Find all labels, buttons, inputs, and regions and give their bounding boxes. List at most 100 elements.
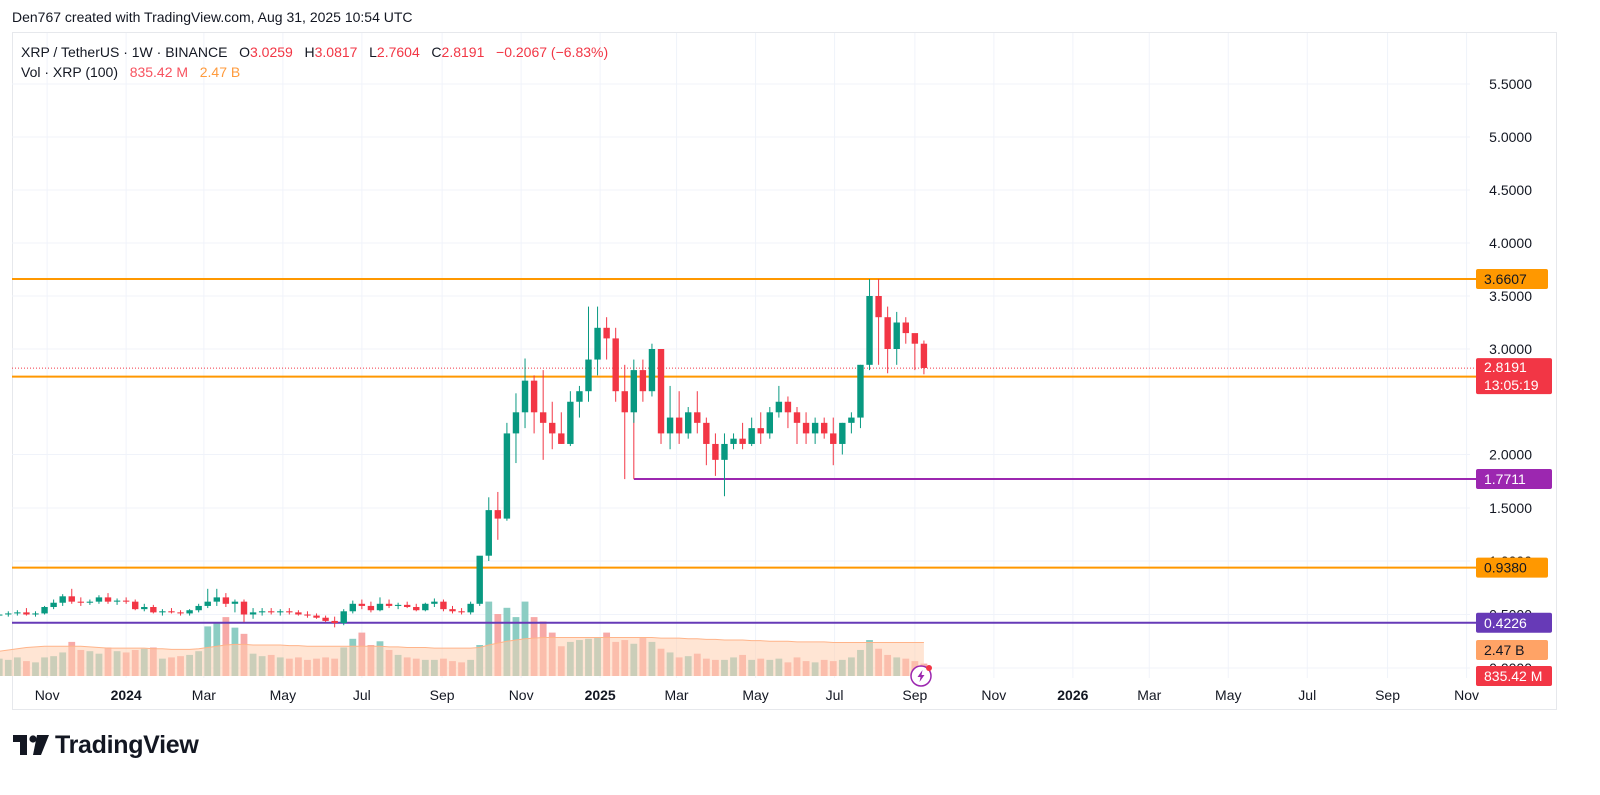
price-axis-tick-label: 3.5000: [1489, 288, 1532, 304]
volume-bar: [485, 601, 493, 676]
candle-body: [231, 601, 239, 604]
candle-body: [132, 601, 139, 610]
candle-body: [675, 417, 683, 434]
candle-body: [558, 433, 565, 444]
candle-body: [5, 613, 12, 615]
price-axis-tick-label: 1.5000: [1489, 500, 1532, 516]
candle-body: [340, 611, 347, 624]
candle-body: [884, 317, 891, 349]
level-badge-bg: [1476, 468, 1552, 489]
time-axis-tick-label: Mar: [1137, 687, 1161, 703]
candle-body: [567, 401, 574, 444]
candle-body: [295, 612, 302, 615]
volume-value: 835.42 M: [129, 64, 189, 80]
symbol-label[interactable]: XRP / TetherUS · 1W · BINANCE: [21, 44, 228, 60]
price-axis-tick-label: 4.5000: [1489, 182, 1532, 198]
volume-label[interactable]: Vol · XRP (100): [21, 64, 119, 80]
candle-body: [902, 322, 909, 334]
level-badge-text: 1.7711: [1484, 471, 1526, 487]
candle-body: [467, 603, 474, 613]
candle-body: [811, 422, 819, 434]
candle-body: [703, 422, 710, 444]
candle-body: [458, 611, 465, 613]
time-axis-tick-label: Sep: [430, 687, 455, 703]
level-badge-text: 0.4226: [1484, 615, 1527, 631]
price-badges: 3.66072.73871.77110.93800.42262.819113:0…: [1476, 268, 1552, 686]
candle-body: [820, 422, 828, 434]
candle-body: [748, 428, 755, 444]
time-axis-tick-label: Jul: [353, 687, 371, 703]
low-label: L: [369, 44, 377, 60]
candle-body: [403, 604, 411, 608]
candle-body: [639, 370, 647, 392]
time-axis-tick-label: 2025: [585, 687, 616, 703]
candle-body: [530, 380, 538, 413]
candle-body: [893, 322, 900, 349]
last-price-badge-text: 2.8191: [1484, 359, 1527, 375]
candle-body: [766, 412, 774, 434]
level-badge-text: 0.9380: [1484, 560, 1527, 576]
candle-body: [349, 603, 356, 612]
candle-body: [685, 412, 692, 434]
time-axis-tick-label: May: [1215, 687, 1241, 703]
volume-current-badge-text: 835.42 M: [1484, 668, 1542, 684]
time-axis-tick-label: Sep: [902, 687, 927, 703]
candle-body: [195, 605, 202, 611]
candle-body: [630, 370, 638, 413]
candle-body: [104, 597, 112, 602]
level-badge-bg: [1476, 268, 1548, 289]
time-axis-tick-label: 2024: [111, 687, 142, 703]
horizontal-levels: [12, 277, 1476, 624]
candle-body: [331, 620, 338, 624]
candle-body: [621, 391, 628, 413]
candle-body: [122, 600, 130, 602]
candle-body: [721, 443, 728, 460]
close-label: C: [431, 44, 442, 60]
price-chart[interactable]: 5.5000 5.0000 4.5000 4.0000 3.5000 3.0000 2.00…: [0, 0, 1600, 720]
price-axis[interactable]: 5.5000 5.0000 4.5000 4.0000 3.5000 3.0000 2.00…: [1489, 76, 1532, 676]
candle-body: [23, 612, 30, 615]
candle-body: [313, 615, 320, 618]
candle-body: [141, 607, 148, 610]
high-value: 3.0817: [314, 44, 358, 60]
candle-body: [0, 614, 3, 616]
candle-body: [422, 603, 429, 611]
candle-body: [41, 607, 48, 614]
price-axis-tick-label: 4.0000: [1489, 235, 1532, 251]
volume-ma-area: [0, 637, 924, 676]
level-badge-text: 3.6607: [1484, 271, 1527, 287]
candle-body: [666, 417, 674, 434]
time-axis[interactable]: Nov 2024 Mar May Jul Sep Nov 2025 Mar May Jul Sep No…: [35, 687, 1479, 703]
candle-body: [431, 601, 438, 604]
open-label: O: [239, 44, 250, 60]
chart-frame[interactable]: [12, 32, 1557, 710]
candle-body: [775, 401, 783, 413]
volume-bars: [0, 601, 928, 676]
chart-legend: XRP / TetherUS · 1W · BINANCE O3.0259 H3…: [21, 42, 608, 82]
candle-body: [95, 597, 103, 602]
price-axis-tick-label: 5.0000: [1489, 129, 1532, 145]
time-axis-tick-label: Jul: [1298, 687, 1316, 703]
candle-body: [240, 601, 248, 615]
chart-credit-header: Den767 created with TradingView.com, Aug…: [12, 9, 413, 25]
candle-body: [367, 605, 375, 611]
tradingview-logo[interactable]: TradingView: [13, 730, 199, 760]
candle-body: [512, 412, 520, 434]
candle-body: [830, 433, 837, 444]
candle-body: [857, 364, 864, 418]
candle-body: [848, 417, 855, 423]
lightning-live-icon[interactable]: [910, 665, 932, 687]
candle-body: [32, 613, 39, 615]
candle-body: [358, 603, 366, 606]
time-axis-tick-label: May: [270, 687, 296, 703]
time-axis-tick-label: Mar: [664, 687, 688, 703]
candle-body: [549, 422, 556, 434]
close-value: 2.8191: [441, 44, 485, 60]
tradingview-logo-text: TradingView: [55, 730, 199, 759]
candle-body: [322, 617, 329, 621]
time-axis-tick-label: Jul: [826, 687, 844, 703]
candle-body: [186, 610, 193, 614]
candle-body: [603, 327, 610, 339]
level-badge-bg: [1476, 557, 1548, 578]
price-axis-tick-label: 3.0000: [1489, 341, 1532, 357]
